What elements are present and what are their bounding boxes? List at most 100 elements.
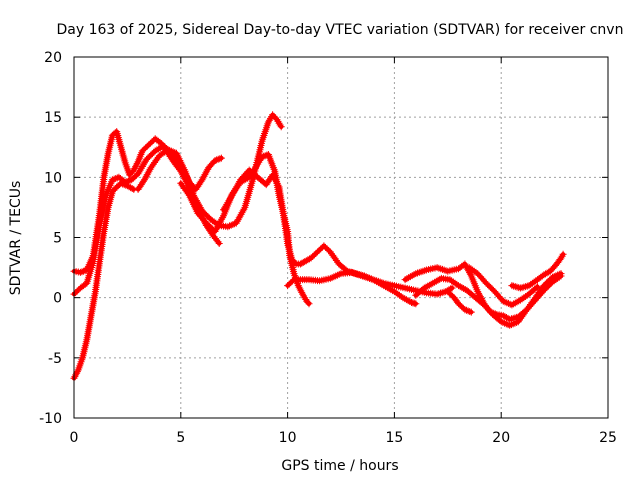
data-point	[260, 155, 264, 159]
data-point	[290, 257, 294, 261]
series-arc-F	[220, 166, 456, 298]
data-point	[559, 256, 563, 260]
data-point	[174, 151, 179, 155]
data-point	[508, 317, 512, 321]
data-point	[266, 152, 270, 157]
data-point	[382, 284, 386, 288]
data-point	[446, 269, 450, 273]
data-point	[147, 143, 151, 147]
data-point	[271, 113, 275, 117]
y-tick-label: 10	[44, 170, 62, 186]
series-arc-L	[465, 264, 541, 309]
data-point	[439, 276, 443, 281]
data-point	[277, 185, 281, 189]
data-point	[211, 233, 215, 237]
data-point	[463, 262, 467, 266]
data-point	[117, 175, 121, 179]
data-point	[286, 284, 290, 288]
data-point	[435, 265, 439, 270]
axis-ticks: 0 5 10 15 20 25 -10 -5 0 5 10 15 20	[39, 50, 617, 446]
data-point	[510, 284, 514, 288]
x-tick-label: 5	[176, 430, 185, 446]
data-point	[401, 296, 405, 300]
data-point	[102, 229, 106, 234]
data-point	[256, 175, 260, 179]
data-point	[243, 205, 247, 210]
data-point	[132, 187, 136, 191]
data-point	[91, 259, 95, 264]
data-point	[187, 193, 191, 197]
x-axis-label: GPS time / hours	[281, 458, 398, 474]
data-point	[555, 262, 559, 266]
data-point	[491, 312, 495, 317]
data-point	[542, 284, 546, 288]
data-point	[98, 259, 102, 264]
data-point	[501, 299, 505, 303]
data-point	[307, 302, 311, 306]
data-point	[303, 259, 307, 264]
data-point	[102, 175, 106, 179]
data-point	[392, 284, 396, 288]
data-point	[484, 281, 488, 285]
data-point	[318, 279, 322, 283]
data-point	[518, 298, 523, 302]
data-point	[467, 265, 471, 270]
data-point	[298, 262, 303, 266]
data-point	[465, 288, 469, 293]
data-point	[226, 225, 230, 229]
chart-title: Day 163 of 2025, Sidereal Day-to-day VTE…	[57, 22, 624, 38]
data-point	[424, 291, 429, 295]
data-point	[527, 284, 531, 288]
data-point	[136, 187, 140, 191]
data-point	[132, 168, 136, 172]
data-point	[322, 244, 326, 248]
data-point	[85, 338, 89, 342]
y-tick-label: -10	[39, 411, 62, 427]
data-point	[239, 178, 243, 182]
data-point	[456, 267, 461, 271]
data-point	[476, 290, 480, 294]
data-point	[424, 268, 429, 272]
data-point	[448, 278, 452, 282]
data-point	[206, 166, 211, 170]
data-point	[463, 308, 467, 312]
data-point	[153, 137, 157, 141]
data-point	[183, 169, 187, 173]
data-point	[200, 178, 204, 182]
data-point	[194, 187, 198, 191]
data-point	[450, 286, 454, 290]
data-point	[85, 281, 89, 285]
data-point	[516, 320, 520, 324]
data-point	[446, 290, 450, 294]
series-arc-I	[412, 270, 565, 329]
data-point	[328, 250, 332, 254]
data-point	[213, 158, 217, 163]
data-point	[217, 241, 221, 246]
data-point	[307, 278, 311, 282]
data-point	[106, 205, 110, 210]
y-axis-label: SDTVAR / TECUs	[8, 181, 24, 296]
data-point	[501, 314, 505, 318]
y-tick-label: 15	[44, 110, 62, 126]
data-point	[153, 149, 157, 153]
data-point	[561, 252, 565, 256]
series-arc-J	[444, 288, 475, 316]
x-tick-label: 0	[70, 430, 79, 446]
data-point	[93, 290, 97, 294]
data-point	[414, 272, 418, 276]
data-point	[473, 296, 478, 300]
gridlines	[74, 57, 608, 418]
data-point	[422, 286, 426, 290]
data-point	[525, 308, 529, 312]
data-point	[508, 323, 512, 327]
data-point	[196, 211, 200, 216]
data-point	[409, 300, 414, 305]
x-tick-label: 10	[279, 430, 297, 446]
data-point	[510, 303, 514, 307]
data-point	[130, 178, 134, 182]
data-point	[535, 278, 540, 282]
data-point	[275, 117, 279, 122]
data-point	[104, 193, 108, 197]
data-point	[392, 290, 396, 294]
data-point	[78, 270, 83, 274]
